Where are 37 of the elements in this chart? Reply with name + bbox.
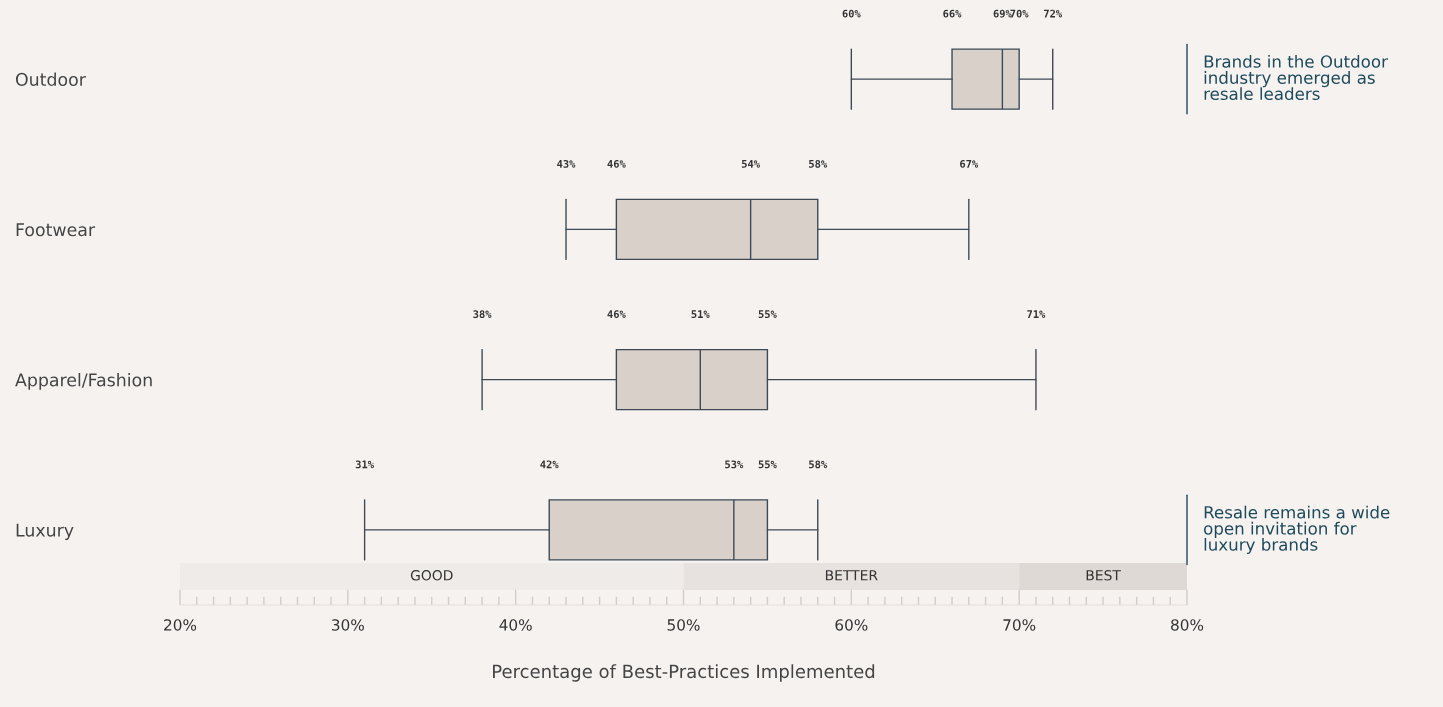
text: 58% xyxy=(809,460,828,469)
text: 67% xyxy=(960,159,979,168)
x-tick-label: 40% xyxy=(499,619,532,631)
text: 69% xyxy=(993,9,1012,18)
text: 53% xyxy=(725,460,744,469)
text: Brands in the Outdoor industry emerged as resale leaders xyxy=(1204,54,1388,101)
text: 46% xyxy=(607,310,626,319)
x-tick-label: 20% xyxy=(164,619,197,631)
x-tick-label: 70% xyxy=(1003,619,1036,631)
text: 72% xyxy=(1044,9,1063,18)
text: 55% xyxy=(758,460,777,469)
text: 38% xyxy=(473,310,492,319)
band-label: GOOD xyxy=(410,570,453,581)
text: 46% xyxy=(607,159,626,168)
x-tick-label: 50% xyxy=(667,619,700,631)
text: Resale remains a wide open invitation for luxury brands xyxy=(1204,505,1390,555)
band-label: BETTER xyxy=(825,570,878,581)
y-tick-label: Apparel/Fashion xyxy=(15,373,152,390)
text: 60% xyxy=(842,9,861,18)
x-tick-label: 60% xyxy=(835,619,868,631)
x-tick-label: 80% xyxy=(1171,619,1204,631)
text: 66% xyxy=(943,9,962,18)
text: 43% xyxy=(557,159,576,168)
text: 42% xyxy=(540,460,559,469)
text: 55% xyxy=(758,310,777,319)
text: 70% xyxy=(1010,9,1029,18)
x-axis-title: Percentage of Best-Practices Implemented xyxy=(493,664,875,682)
y-tick-label: Outdoor xyxy=(15,72,86,86)
text: 58% xyxy=(809,159,828,168)
x-tick-label: 30% xyxy=(332,619,364,631)
text: 31% xyxy=(355,460,374,469)
text: 71% xyxy=(1027,310,1046,318)
text: 54% xyxy=(741,160,760,168)
y-tick-label: Footwear xyxy=(16,223,96,237)
band-label: BEST xyxy=(1086,570,1121,581)
text: 51% xyxy=(691,310,710,319)
y-tick-label: Luxury xyxy=(16,523,74,541)
